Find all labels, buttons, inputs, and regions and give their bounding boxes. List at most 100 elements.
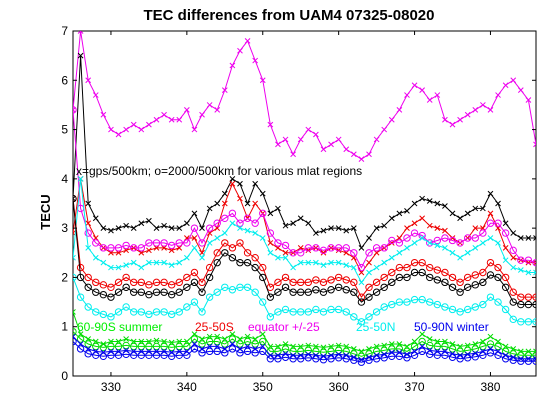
data-point	[411, 220, 418, 227]
data-point	[122, 350, 130, 359]
data-point	[251, 349, 259, 357]
data-point	[433, 266, 442, 274]
data-point	[85, 220, 92, 227]
data-point	[274, 308, 282, 316]
annotation-text: x=gps/500km; o=2000/500km for various ml…	[76, 164, 362, 178]
data-point	[426, 222, 433, 229]
data-point	[236, 258, 244, 267]
data-point	[509, 356, 517, 364]
data-point	[358, 245, 365, 251]
data-point	[191, 126, 198, 133]
data-point	[229, 62, 236, 69]
data-point	[319, 246, 328, 255]
data-point	[457, 116, 463, 123]
data-point	[525, 348, 532, 355]
data-point	[404, 92, 410, 98]
data-point	[92, 351, 100, 359]
data-point	[191, 235, 198, 241]
data-point	[442, 203, 448, 209]
data-point	[501, 355, 510, 363]
data-point	[327, 276, 335, 284]
data-point	[495, 240, 501, 246]
series-line	[73, 341, 536, 363]
data-point	[320, 262, 327, 268]
data-point	[426, 341, 434, 350]
series-7	[73, 273, 536, 326]
data-point	[418, 258, 426, 267]
data-point	[381, 222, 388, 229]
data-point	[372, 355, 381, 363]
data-point	[259, 331, 266, 337]
data-point	[92, 342, 100, 351]
data-point	[100, 259, 107, 266]
data-point	[449, 249, 456, 256]
data-point	[365, 356, 373, 364]
data-point	[525, 97, 532, 103]
data-point	[236, 349, 244, 357]
data-point	[85, 245, 92, 251]
data-point	[123, 262, 129, 268]
data-point	[160, 342, 168, 351]
data-point	[183, 303, 191, 311]
data-point	[183, 348, 190, 355]
data-point	[343, 146, 350, 153]
data-point	[471, 345, 479, 353]
y-axis-label: TECU	[38, 194, 53, 229]
data-point	[92, 215, 99, 222]
data-point	[510, 77, 517, 84]
data-point	[161, 111, 167, 118]
data-point	[449, 121, 456, 128]
data-point	[228, 345, 237, 353]
data-point	[396, 210, 403, 217]
data-point	[463, 354, 472, 362]
data-point	[532, 318, 536, 326]
data-point	[213, 288, 221, 296]
data-point	[433, 342, 442, 351]
data-point	[501, 305, 510, 314]
data-point	[161, 348, 167, 355]
data-point	[366, 269, 372, 276]
data-point	[334, 305, 343, 314]
data-point	[99, 352, 108, 360]
data-point	[205, 273, 214, 282]
data-point	[176, 116, 183, 123]
data-point	[221, 249, 229, 257]
data-point	[441, 268, 449, 277]
data-point	[426, 198, 433, 204]
data-point	[123, 126, 129, 133]
y-tick-label: 6	[61, 73, 68, 87]
data-point	[448, 353, 457, 361]
data-point	[167, 343, 176, 352]
data-point	[190, 224, 199, 232]
data-point	[442, 116, 448, 123]
data-point	[365, 283, 373, 291]
data-point	[236, 219, 244, 227]
data-point	[146, 121, 152, 128]
data-point	[357, 293, 366, 301]
series-11	[73, 337, 536, 366]
data-point	[456, 347, 464, 356]
data-point	[76, 345, 85, 353]
data-point	[221, 239, 229, 247]
data-point	[327, 244, 335, 252]
data-point	[532, 258, 536, 267]
data-point	[77, 52, 84, 59]
data-point	[190, 335, 199, 343]
data-point	[213, 337, 221, 346]
data-point	[319, 278, 328, 287]
data-point	[114, 278, 123, 287]
data-point	[167, 241, 176, 250]
data-point	[334, 283, 343, 291]
data-point	[517, 256, 525, 264]
data-point	[509, 298, 517, 306]
data-point	[115, 225, 122, 231]
data-point	[237, 225, 243, 231]
data-point	[388, 352, 396, 360]
data-point	[100, 349, 107, 356]
data-point	[304, 278, 312, 287]
data-point	[479, 278, 487, 287]
data-point	[137, 244, 146, 252]
data-point	[343, 262, 350, 268]
data-point	[84, 273, 92, 282]
data-point	[160, 239, 168, 247]
